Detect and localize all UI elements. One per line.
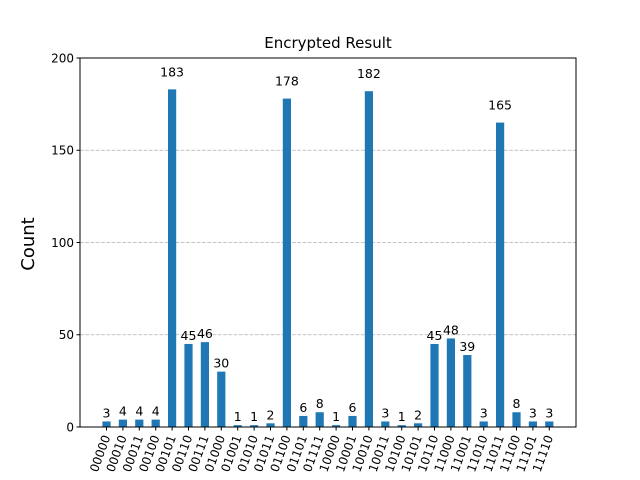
- y-tick-label: 200: [51, 51, 74, 65]
- y-tick-label: 50: [59, 328, 74, 342]
- bar-value-label: 6: [299, 400, 307, 415]
- bar-value-label: 4: [135, 404, 143, 419]
- bar-value-label: 48: [443, 322, 459, 337]
- bar: [397, 425, 406, 427]
- bar-value-label: 4: [119, 404, 127, 419]
- bar: [348, 415, 357, 427]
- bar-value-label: 178: [275, 74, 299, 89]
- y-tick-label: 150: [51, 144, 74, 158]
- y-axis-label: Count: [18, 217, 39, 270]
- y-ticks: 0 50 100 150 200: [51, 51, 80, 434]
- bars: [102, 89, 554, 428]
- bar-value-label: 45: [427, 328, 443, 343]
- bar: [102, 421, 111, 427]
- bar: [184, 343, 193, 427]
- bar-value-label: 2: [414, 407, 422, 422]
- bar: [545, 421, 554, 427]
- bar-value-label: 30: [213, 356, 229, 371]
- bar-value-label: 3: [529, 405, 537, 420]
- bar: [200, 342, 209, 427]
- bar-value-label: 1: [234, 409, 242, 424]
- bar: [512, 412, 521, 427]
- bar-value-label: 39: [459, 339, 475, 354]
- bar: [118, 419, 127, 427]
- bar-value-label: 182: [357, 66, 381, 81]
- bar: [217, 371, 226, 427]
- bar-value-label: 3: [480, 405, 488, 420]
- bar-value-label: 3: [381, 405, 389, 420]
- bar-value-label: 6: [349, 400, 357, 415]
- bar: [315, 412, 324, 427]
- bar-value-label: 45: [181, 328, 197, 343]
- bar: [479, 421, 488, 427]
- bar: [282, 98, 291, 427]
- bar-value-label: 46: [197, 326, 213, 341]
- bar: [266, 423, 275, 427]
- y-tick-label: 100: [51, 236, 74, 250]
- bar: [381, 421, 390, 427]
- bar: [430, 343, 439, 427]
- bar: [414, 423, 423, 427]
- bar-value-label: 1: [250, 409, 258, 424]
- bar: [496, 122, 505, 427]
- bar-value-label: 4: [152, 404, 160, 419]
- bar: [446, 338, 455, 427]
- bar-value-label: 1: [332, 409, 340, 424]
- bar: [299, 415, 308, 427]
- bar: [250, 425, 259, 427]
- bar-value-label: 3: [545, 405, 553, 420]
- bar-value-label: 165: [488, 98, 512, 113]
- y-tick-label: 0: [66, 420, 74, 434]
- x-ticks: 0000000010000110010000101001100011101000…: [87, 427, 556, 474]
- bar: [528, 421, 537, 427]
- bar-value-label: 3: [103, 405, 111, 420]
- bar: [364, 91, 373, 428]
- bar: [233, 425, 242, 427]
- chart-title: Encrypted Result: [264, 34, 392, 52]
- bar: [463, 355, 472, 427]
- bar-value-label: 8: [316, 396, 324, 411]
- bar-value-label: 1: [398, 409, 406, 424]
- bar: [332, 425, 341, 427]
- bar: [151, 419, 160, 427]
- bar: [168, 89, 177, 428]
- bar-value-label: 8: [513, 396, 521, 411]
- bar-value-label: 2: [267, 407, 275, 422]
- bar: [135, 419, 144, 427]
- bar-value-label: 183: [160, 64, 184, 79]
